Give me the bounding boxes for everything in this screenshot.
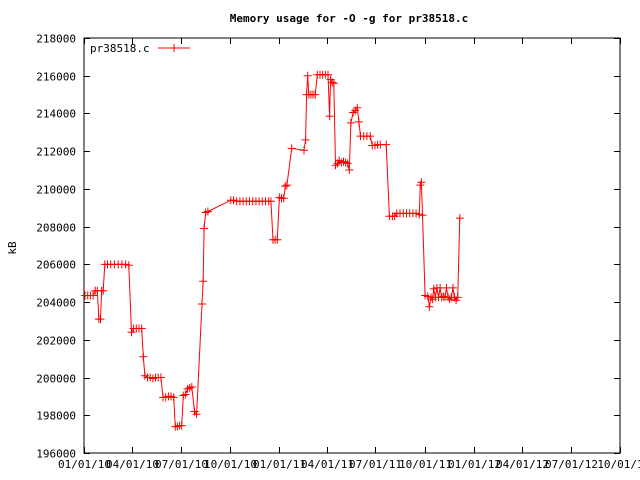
data-point-marker	[169, 393, 178, 402]
data-point-marker	[453, 293, 462, 302]
y-tick-label: 200000	[36, 373, 76, 386]
data-point-marker	[185, 383, 194, 392]
x-tick-label: 01/01/12	[448, 458, 501, 471]
data-point-marker	[328, 78, 337, 87]
data-point-marker	[346, 118, 355, 127]
data-point-marker	[124, 261, 133, 270]
data-point-marker	[329, 79, 338, 88]
data-point-marker	[331, 161, 340, 170]
y-tick-label: 218000	[36, 33, 76, 46]
data-point-marker	[335, 156, 344, 165]
y-tick-label: 204000	[36, 297, 76, 310]
data-point-marker	[181, 390, 190, 399]
data-point-marker	[281, 182, 290, 191]
x-tick-label: 10/01/1	[597, 458, 640, 471]
data-point-marker	[183, 384, 192, 393]
x-tick-label: 07/01/12	[545, 458, 598, 471]
data-point-marker	[349, 108, 358, 117]
data-point-marker	[353, 103, 362, 112]
data-point-marker	[192, 410, 201, 419]
data-point-marker	[173, 422, 182, 431]
data-point-marker	[341, 158, 350, 167]
data-point-marker	[325, 112, 334, 121]
data-point-marker	[324, 70, 332, 79]
chart-title: Memory usage for -O -g for pr38518.c	[230, 12, 468, 25]
data-point-marker	[179, 391, 188, 400]
x-tick-label: 04/01/12	[496, 458, 549, 471]
x-tick-label: 07/01/11	[349, 458, 402, 471]
data-point-marker	[345, 166, 354, 174]
x-tick-label: 10/01/11	[399, 458, 452, 471]
data-point-marker	[139, 352, 148, 361]
data-point-marker	[96, 315, 105, 324]
data-point-marker	[282, 181, 291, 190]
data-point-marker	[343, 159, 352, 168]
data-point-marker	[137, 324, 146, 333]
data-point-marker	[445, 295, 454, 304]
data-point-marker	[425, 302, 434, 311]
data-point-marker	[187, 383, 196, 391]
plot-frame	[83, 37, 621, 454]
data-point-marker	[201, 208, 210, 217]
data-point-marker	[121, 260, 130, 269]
data-point-marker	[448, 283, 457, 292]
x-tick-label: 07/01/10	[155, 458, 208, 471]
data-point-marker	[382, 140, 391, 149]
data-point-marker	[301, 135, 310, 144]
data-point-marker	[198, 300, 206, 308]
data-point-marker	[417, 178, 426, 187]
data-point-marker	[415, 210, 424, 219]
y-tick-label: 196000	[36, 448, 76, 461]
y-tick-label: 216000	[36, 71, 76, 84]
y-tick-label: 214000	[36, 108, 76, 121]
data-point-marker	[279, 194, 288, 203]
data-point-marker	[229, 196, 238, 205]
x-tick-label: 04/01/10	[106, 458, 159, 471]
data-point-marker	[423, 292, 432, 301]
data-point-marker	[156, 373, 165, 382]
y-axis-ticks: 196000 198000 200000 202000 204000 206000 2080…	[36, 33, 620, 461]
data-point-marker	[287, 144, 296, 153]
y-tick-label: 198000	[36, 410, 76, 423]
data-point-marker	[418, 211, 427, 220]
legend-marker	[170, 44, 178, 52]
data-point-marker	[439, 292, 448, 301]
data-point-marker	[177, 421, 186, 430]
legend-label: pr38518.c	[90, 42, 150, 55]
data-point-marker	[412, 209, 421, 218]
data-point-marker	[99, 286, 108, 295]
y-axis-label: kB	[6, 241, 19, 255]
data-point-marker	[339, 157, 348, 166]
y-tick-label: 210000	[36, 184, 76, 197]
data-point-marker	[311, 90, 320, 99]
series-layer	[81, 70, 464, 431]
data-point-marker	[273, 235, 282, 244]
data-point-marker	[199, 277, 208, 286]
data-point-marker	[366, 132, 375, 141]
data-point-marker	[429, 284, 438, 293]
data-point-marker	[200, 224, 209, 233]
data-point-marker	[455, 214, 464, 223]
legend: pr38518.c	[90, 42, 190, 55]
data-point-marker	[275, 193, 284, 202]
x-axis-ticks: 01/01/1004/01/1007/01/1010/01/1001/01/11…	[58, 38, 640, 471]
x-tick-label: 04/01/11	[301, 458, 354, 471]
data-point-marker	[127, 328, 136, 337]
y-tick-label: 208000	[36, 222, 76, 235]
x-tick-label: 01/01/11	[253, 458, 306, 471]
data-point-marker	[203, 207, 212, 216]
y-tick-label: 202000	[36, 335, 76, 348]
data-point-marker	[303, 71, 312, 80]
data-point-marker	[89, 291, 98, 300]
y-tick-label: 212000	[36, 146, 76, 159]
data-point-marker	[354, 117, 363, 126]
x-tick-label: 10/01/10	[204, 458, 257, 471]
data-point-marker	[300, 146, 308, 155]
data-point-marker	[266, 197, 275, 206]
series-line	[85, 74, 461, 428]
x-tick-label: 01/01/10	[58, 458, 111, 471]
y-tick-label: 206000	[36, 259, 76, 272]
